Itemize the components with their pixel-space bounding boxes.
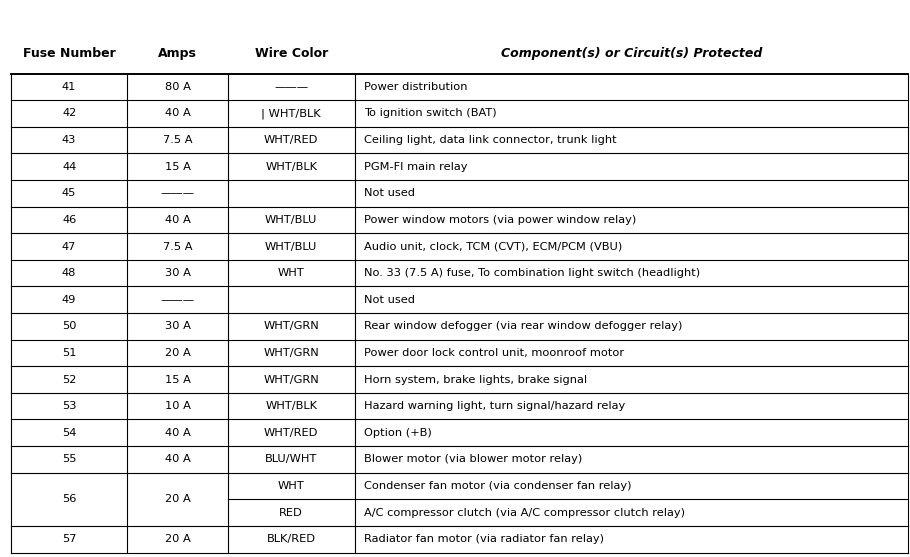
Text: BLU/WHT: BLU/WHT	[265, 455, 318, 465]
Text: A/C compressor clutch (via A/C compressor clutch relay): A/C compressor clutch (via A/C compresso…	[364, 507, 685, 517]
Text: 20 A: 20 A	[165, 534, 190, 544]
Text: WHT/RED: WHT/RED	[264, 428, 318, 438]
Text: Not used: Not used	[364, 188, 415, 198]
Text: No. 33 (7.5 A) fuse, To combination light switch (headlight): No. 33 (7.5 A) fuse, To combination ligh…	[364, 268, 700, 278]
Text: ———: ———	[160, 295, 195, 305]
Text: 43: 43	[62, 135, 76, 145]
Text: Blower motor (via blower motor relay): Blower motor (via blower motor relay)	[364, 455, 582, 465]
Text: Condenser fan motor (via condenser fan relay): Condenser fan motor (via condenser fan r…	[364, 481, 632, 491]
Text: 42: 42	[62, 109, 76, 119]
Text: 80 A: 80 A	[165, 82, 190, 92]
Text: 15 A: 15 A	[165, 162, 190, 172]
Text: 48: 48	[62, 268, 76, 278]
Text: 46: 46	[62, 215, 76, 225]
Text: Power window motors (via power window relay): Power window motors (via power window re…	[364, 215, 636, 225]
Text: Amps: Amps	[158, 47, 197, 60]
Text: Component(s) or Circuit(s) Protected: Component(s) or Circuit(s) Protected	[501, 47, 763, 60]
Text: WHT/RED: WHT/RED	[264, 135, 318, 145]
Text: 49: 49	[62, 295, 76, 305]
Text: 15 A: 15 A	[165, 374, 190, 384]
Text: 41: 41	[62, 82, 76, 92]
Text: 51: 51	[62, 348, 76, 358]
Text: WHT/BLU: WHT/BLU	[265, 242, 318, 252]
Text: 20 A: 20 A	[165, 494, 190, 504]
Text: WHT/BLK: WHT/BLK	[265, 401, 318, 411]
Text: 20 A: 20 A	[165, 348, 190, 358]
Text: WHT/GRN: WHT/GRN	[263, 321, 319, 331]
Text: 52: 52	[62, 374, 76, 384]
Text: Hazard warning light, turn signal/hazard relay: Hazard warning light, turn signal/hazard…	[364, 401, 625, 411]
Text: Rear window defogger (via rear window defogger relay): Rear window defogger (via rear window de…	[364, 321, 682, 331]
Text: 54: 54	[62, 428, 76, 438]
Text: Horn system, brake lights, brake signal: Horn system, brake lights, brake signal	[364, 374, 587, 384]
Text: Power distribution: Power distribution	[364, 82, 468, 92]
Text: PGM-FI main relay: PGM-FI main relay	[364, 162, 468, 172]
Text: 7.5 A: 7.5 A	[163, 135, 192, 145]
Text: 10 A: 10 A	[165, 401, 190, 411]
Text: 55: 55	[62, 455, 76, 465]
Text: Power door lock control unit, moonroof motor: Power door lock control unit, moonroof m…	[364, 348, 624, 358]
Text: 40 A: 40 A	[165, 109, 190, 119]
Text: WHT: WHT	[278, 268, 305, 278]
Text: WHT/BLK: WHT/BLK	[265, 162, 318, 172]
Text: WHT/BLU: WHT/BLU	[265, 215, 318, 225]
Text: 45: 45	[62, 188, 76, 198]
Text: | WHT/BLK: | WHT/BLK	[261, 108, 321, 119]
Text: BLK/RED: BLK/RED	[267, 534, 316, 544]
Text: 30 A: 30 A	[165, 321, 190, 331]
Text: 40 A: 40 A	[165, 215, 190, 225]
Text: 7.5 A: 7.5 A	[163, 242, 192, 252]
Text: Not used: Not used	[364, 295, 415, 305]
Text: 44: 44	[62, 162, 76, 172]
Text: ———: ———	[274, 82, 308, 92]
Text: 57: 57	[62, 534, 76, 544]
Text: 40 A: 40 A	[165, 428, 190, 438]
Text: WHT/GRN: WHT/GRN	[263, 348, 319, 358]
Text: To ignition switch (BAT): To ignition switch (BAT)	[364, 109, 497, 119]
Text: 40 A: 40 A	[165, 455, 190, 465]
Text: WHT: WHT	[278, 481, 305, 491]
Text: Option (+B): Option (+B)	[364, 428, 431, 438]
Text: RED: RED	[279, 507, 303, 517]
Text: Ceiling light, data link connector, trunk light: Ceiling light, data link connector, trun…	[364, 135, 617, 145]
Text: Fuse Number: Fuse Number	[23, 47, 116, 60]
Text: Wire Color: Wire Color	[255, 47, 328, 60]
Text: 30 A: 30 A	[165, 268, 190, 278]
Text: 47: 47	[62, 242, 76, 252]
Text: 56: 56	[62, 494, 76, 504]
Text: Audio unit, clock, TCM (CVT), ECM/PCM (VBU): Audio unit, clock, TCM (CVT), ECM/PCM (V…	[364, 242, 622, 252]
Text: WHT/GRN: WHT/GRN	[263, 374, 319, 384]
Text: 53: 53	[62, 401, 76, 411]
Text: 50: 50	[62, 321, 76, 331]
Text: Radiator fan motor (via radiator fan relay): Radiator fan motor (via radiator fan rel…	[364, 534, 604, 544]
Text: ———: ———	[160, 188, 195, 198]
